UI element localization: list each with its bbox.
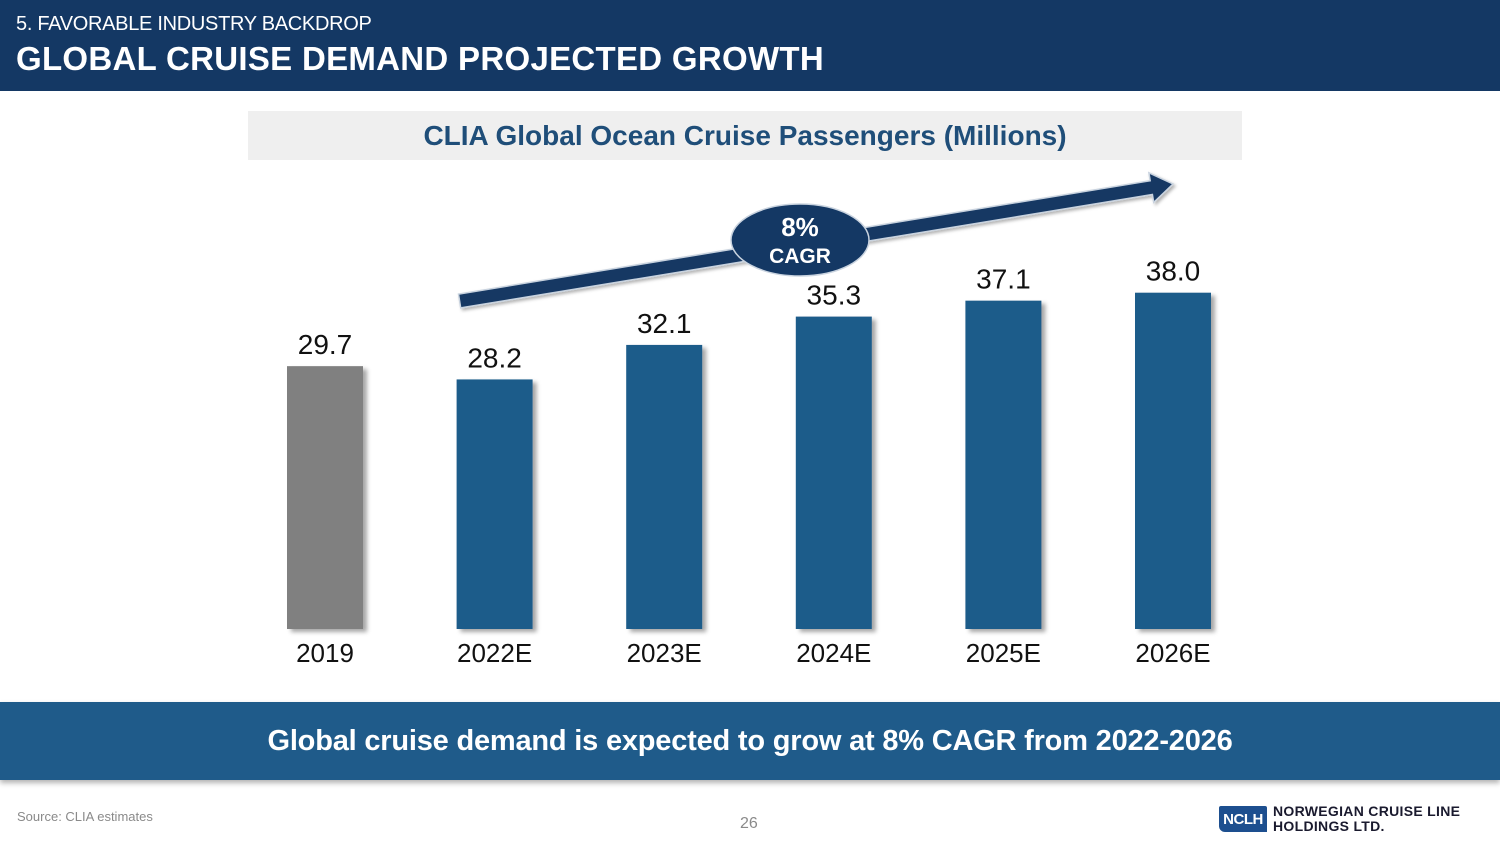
page-title: GLOBAL CRUISE DEMAND PROJECTED GROWTH <box>16 40 825 77</box>
bar-chart: 29.7 2019 28.2 2022E 32.1 2023E 35.3 2024E 37.1 2… <box>287 171 1211 668</box>
data-label: 38.0 <box>1146 256 1201 287</box>
page-number: 26 <box>740 815 758 832</box>
x-tick-label: 2024E <box>796 638 871 668</box>
section-label: 5. FAVORABLE INDUSTRY BACKDROP <box>16 13 372 35</box>
x-tick-label: 2023E <box>627 638 702 668</box>
x-tick-label: 2019 <box>296 638 354 668</box>
source-note: Source: CLIA estimates <box>17 809 153 824</box>
logo-line-1: NORWEGIAN CRUISE LINE <box>1273 803 1461 819</box>
header-bar: 5. FAVORABLE INDUSTRY BACKDROP GLOBAL CR… <box>0 0 1500 91</box>
x-tick-label: 2025E <box>966 638 1041 668</box>
x-tick-label: 2026E <box>1135 638 1210 668</box>
chart-title-box: CLIA Global Ocean Cruise Passengers (Mil… <box>248 111 1242 160</box>
bar-2024e <box>795 316 872 629</box>
logo-text: NORWEGIAN CRUISE LINE HOLDINGS LTD. <box>1273 804 1460 834</box>
data-label: 28.2 <box>467 342 522 373</box>
data-label: 35.3 <box>807 280 862 311</box>
nclh-logo-icon: NCLH <box>1219 806 1267 832</box>
cagr-percent-label: 8% <box>781 212 819 242</box>
data-label: 37.1 <box>976 264 1031 295</box>
bar-2023e <box>626 344 703 629</box>
banner-text: Global cruise demand is expected to grow… <box>267 724 1233 757</box>
x-tick-label: 2022E <box>457 638 532 668</box>
bar-2019 <box>287 366 363 629</box>
data-label: 32.1 <box>637 308 692 339</box>
logo-line-2: HOLDINGS LTD. <box>1273 818 1385 834</box>
company-logo: NCLH NORWEGIAN CRUISE LINE HOLDINGS LTD. <box>1219 804 1460 834</box>
chart-title: CLIA Global Ocean Cruise Passengers (Mil… <box>423 119 1067 151</box>
summary-banner: Global cruise demand is expected to grow… <box>0 702 1500 780</box>
cagr-text-label: CAGR <box>769 245 831 268</box>
bar-2025e <box>965 300 1042 629</box>
data-label: 29.7 <box>298 329 353 360</box>
bar-2026e <box>1135 292 1211 629</box>
bar-2022e <box>456 379 533 629</box>
cagr-badge <box>730 203 870 277</box>
